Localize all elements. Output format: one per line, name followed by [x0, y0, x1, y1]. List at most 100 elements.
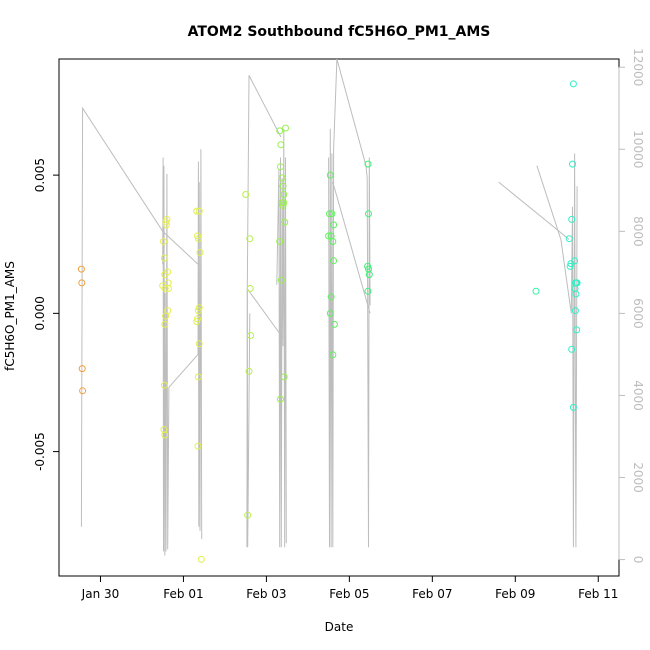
y2-tick-label-5: 10000: [631, 130, 645, 168]
data-point-63: [326, 309, 334, 317]
data-point-22: [194, 232, 201, 240]
data-point-35: [246, 235, 254, 243]
data-point-44: [278, 174, 286, 182]
y-axis-left: -0.005 0.000 0.005: [33, 158, 59, 471]
x-tick-label-1: Feb 01: [163, 587, 203, 601]
data-point-13: [164, 268, 172, 276]
y-axis-right: 0 2000 4000 6000 8000 10000 12000: [618, 48, 645, 564]
data-point-24: [195, 207, 203, 215]
y2-tick-label-2: 4000: [631, 380, 645, 411]
data-point-65: [330, 320, 338, 328]
data-point-79: [566, 262, 574, 270]
x-tick-label-0: Jan 30: [81, 587, 120, 601]
data-point-2: [78, 365, 86, 373]
y-tick-label-1: 0.000: [33, 296, 47, 330]
data-point-25: [196, 249, 204, 256]
x-tick-label-2: Feb 03: [246, 587, 286, 601]
data-point-30: [195, 340, 203, 348]
data-point-88: [568, 345, 576, 353]
data-point-51: [276, 238, 284, 245]
data-point-29: [195, 304, 203, 312]
data-point-56: [326, 210, 333, 218]
data-point-42: [282, 124, 289, 132]
data-point-34: [242, 191, 250, 198]
line-segment-11: [498, 181, 570, 240]
data-point-15: [165, 285, 172, 292]
line-series-layer: [80, 58, 578, 556]
data-point-8: [161, 285, 169, 292]
x-tick-label-6: Feb 11: [578, 587, 618, 601]
data-point-46: [280, 191, 288, 198]
data-point-16: [161, 320, 169, 328]
data-point-53: [280, 373, 288, 381]
data-point-61: [330, 221, 338, 229]
line-segment-9: [332, 181, 371, 314]
data-point-60: [329, 238, 337, 245]
line-segment-8: [365, 157, 371, 548]
data-point-89: [569, 403, 577, 411]
data-point-28: [194, 307, 202, 315]
y2-tick-label-6: 12000: [631, 48, 645, 86]
x-axis: Jan 30 Feb 01 Feb 03 Feb 05 Feb 07 Feb 09 Feb …: [81, 576, 618, 601]
y2-tick-label-3: 6000: [631, 298, 645, 329]
x-tick-label-3: Feb 05: [329, 587, 369, 601]
data-point-20: [164, 307, 172, 315]
data-point-55: [325, 232, 333, 240]
data-point-80: [571, 257, 579, 265]
data-point-86: [571, 307, 579, 315]
line-segment-5: [246, 288, 251, 548]
data-point-74: [565, 235, 573, 243]
data-point-36: [246, 285, 254, 292]
data-point-6: [160, 254, 168, 262]
line-segment-7: [328, 58, 367, 548]
y2-tick-label-1: 2000: [631, 462, 645, 493]
data-point-73: [532, 287, 540, 295]
data-point-17: [160, 381, 168, 389]
data-point-39: [244, 511, 252, 519]
x-axis-label: Date: [325, 620, 354, 634]
y-axis-label: fC5H6O_PM1_AMS: [3, 261, 17, 371]
data-point-41: [277, 141, 285, 149]
data-point-85: [572, 290, 580, 298]
data-point-76: [568, 215, 576, 223]
data-point-33: [197, 555, 205, 563]
data-point-50: [281, 218, 289, 226]
data-point-27: [194, 315, 201, 323]
data-point-68: [365, 210, 372, 218]
data-point-19: [161, 431, 169, 439]
data-point-45: [279, 182, 287, 190]
data-point-59: [328, 210, 336, 218]
data-point-43: [277, 163, 284, 171]
data-point-37: [247, 332, 255, 339]
line-segment-0: [80, 106, 199, 527]
data-point-40: [276, 127, 284, 135]
chart-title: ATOM2 Southbound fC5H6O_PM1_AMS: [188, 24, 491, 40]
data-point-52: [277, 276, 285, 284]
data-point-71: [365, 271, 373, 279]
y-tick-label-2: 0.005: [33, 158, 47, 192]
line-segment-4: [246, 128, 287, 548]
data-point-0: [77, 265, 85, 273]
data-point-78: [569, 80, 577, 88]
data-point-12: [163, 215, 171, 223]
data-point-38: [245, 367, 253, 375]
data-point-87: [573, 326, 581, 334]
y2-tick-label-0: 0: [631, 556, 645, 564]
data-point-3: [79, 387, 87, 395]
data-point-72: [364, 287, 372, 295]
line-segment-6: [276, 157, 284, 548]
x-tick-label-5: Feb 09: [495, 587, 535, 601]
data-point-31: [194, 373, 202, 381]
line-segment-10: [536, 153, 578, 548]
line-segment-1: [162, 157, 170, 556]
y2-tick-label-4: 8000: [631, 216, 645, 247]
y-tick-label-0: -0.005: [33, 432, 47, 471]
data-point-54: [277, 395, 284, 403]
plot-frame: [58, 58, 620, 577]
points-layer: [77, 80, 581, 563]
data-point-66: [329, 351, 337, 359]
data-point-64: [330, 257, 338, 265]
data-point-77: [569, 160, 576, 168]
data-point-21: [193, 207, 201, 215]
data-point-57: [326, 171, 334, 179]
